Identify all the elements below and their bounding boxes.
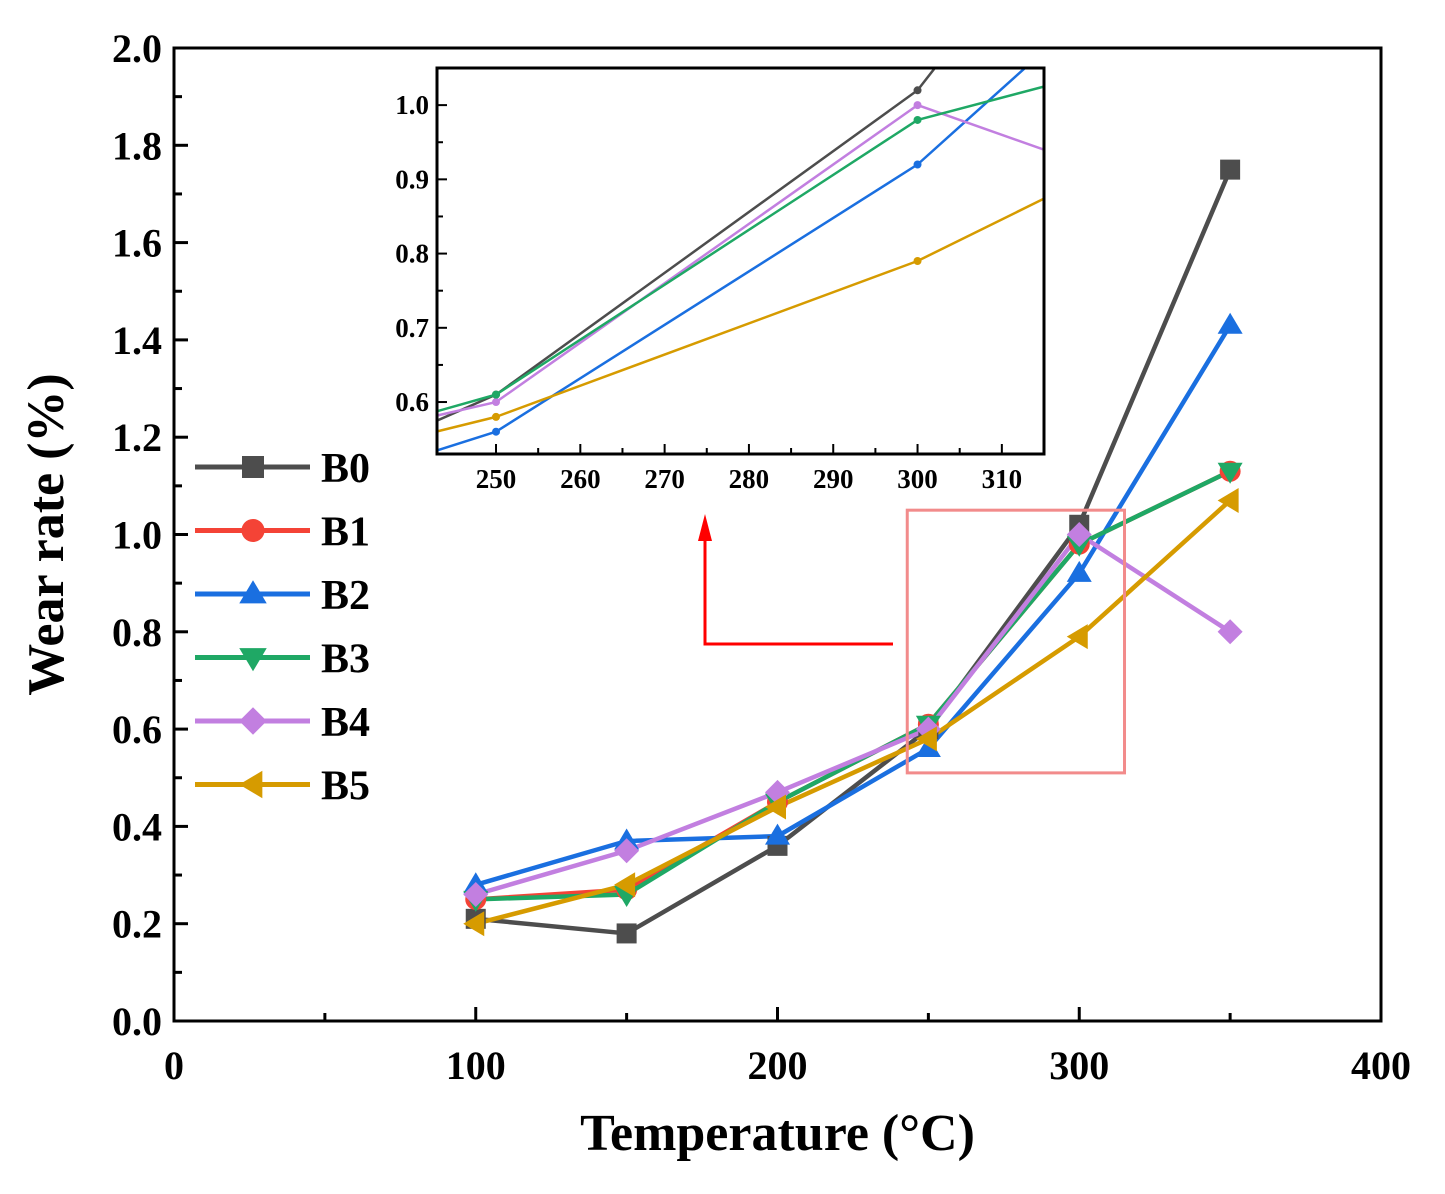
inset-point-B2-300: [913, 160, 922, 169]
inset-y-tick-label: 0.8: [395, 239, 429, 269]
point-B2-350: [1217, 312, 1243, 334]
x-tick-label: 100: [446, 1043, 506, 1088]
legend-label-B0: B0: [321, 446, 370, 492]
zoom-arrow-head: [698, 514, 712, 541]
point-B2-250: [915, 736, 941, 758]
inset-point-B5-300: [913, 257, 922, 265]
x-axis-title: Temperature (°C): [580, 1105, 975, 1162]
point-B0-150: [616, 923, 637, 944]
series-line-B4: [475, 532, 1232, 897]
inset-point-B0-300: [913, 86, 922, 95]
inset-line-B2: [437, 68, 1027, 452]
inset-x-tick-label: 250: [476, 464, 517, 494]
main-series-group: [463, 159, 1243, 944]
y-tick-label: 1.4: [112, 318, 162, 363]
legend-label-B2: B2: [321, 573, 370, 619]
point-B2-200: [765, 823, 790, 845]
legend-marker-B1: [241, 518, 265, 543]
inset-x-tick-label: 300: [897, 464, 938, 494]
y-tick-label: 1.6: [112, 221, 162, 266]
inset-x-tick-label: 310: [982, 464, 1023, 494]
y-axis-title: Wear rate (%): [18, 373, 75, 695]
legend-label-B5: B5: [321, 764, 370, 810]
inset-background: [437, 68, 1044, 454]
legend: B0 B1 B2 B3 B4 B5: [195, 446, 370, 810]
inset-point-B4-300: [913, 101, 922, 110]
point-B5-150: [614, 872, 636, 898]
inset-y-tick-label: 0.6: [395, 387, 429, 417]
inset-point-B5-250: [492, 412, 501, 421]
inset-y-tick-label: 0.9: [395, 164, 429, 194]
x-tick-label: 300: [1049, 1043, 1109, 1088]
inset-point-B3-300: [913, 115, 922, 124]
legend-marker-B4: [239, 707, 267, 735]
y-tick-label: 0.8: [112, 610, 162, 655]
point-B4-100: [463, 882, 489, 908]
y-tick-label: 2.0: [112, 26, 162, 71]
inset-series-group: [437, 68, 1044, 452]
series-line-B5: [475, 498, 1232, 926]
inset-plot: 250 260 270 280 290 300 310 0.6 0.7 0.8 0.9 1.0: [395, 66, 1046, 494]
legend-marker-B0: [242, 456, 264, 478]
inset-frame: [435, 66, 1046, 456]
y-tick-label: 1.2: [112, 415, 162, 460]
inset-x-tick-label: 290: [813, 464, 854, 494]
inset-x-tick-label: 270: [644, 464, 685, 494]
series-line-B3: [475, 469, 1232, 902]
point-B5-350: [1217, 487, 1239, 513]
inset-point-B4-250: [492, 398, 501, 407]
x-tick-label: 200: [748, 1043, 808, 1088]
point-B5-100: [463, 911, 485, 937]
main-plot: 0 100 200 300 400 0.0 0.2 0.4 0.6 0.8 1.0 1.2 1.4 1.6…: [18, 26, 1411, 1162]
y-tick-label: 0.2: [112, 902, 162, 947]
inset-line-B3: [437, 85, 1044, 413]
point-B2-300: [1066, 560, 1092, 582]
zoom-region-box: [905, 508, 1127, 775]
zoom-annotation: [698, 508, 1127, 775]
y-tick-label: 0.0: [112, 999, 162, 1044]
legend-label-B3: B3: [321, 637, 370, 683]
point-B4-150: [614, 838, 640, 864]
y-tick-label: 0.4: [112, 804, 162, 849]
point-B3-350: [1217, 462, 1243, 484]
y-tick-label: 0.6: [112, 707, 162, 752]
series-line-B0: [475, 168, 1233, 936]
series-line-B1: [475, 469, 1232, 902]
x-tick-label: 400: [1351, 1043, 1411, 1088]
inset-y-tick-label: 0.7: [395, 313, 429, 343]
inset-line-B4: [437, 103, 1044, 417]
inset-point-B3-250: [492, 390, 501, 399]
y-tick-label: 1.0: [112, 513, 162, 558]
zoom-arrow-line: [703, 540, 893, 646]
legend-label-B1: B1: [321, 510, 370, 556]
legend-marker-B5: [239, 770, 263, 799]
point-B4-350: [1217, 619, 1243, 645]
inset-point-B2-250: [492, 427, 501, 436]
point-B5-200: [765, 794, 786, 820]
point-B4-300: [1066, 522, 1092, 547]
inset-line-B0: [437, 68, 937, 422]
inset-y-tick-label: 1.0: [395, 90, 429, 120]
legend-marker-B3: [239, 648, 267, 672]
inset-x-tick-label: 280: [729, 464, 770, 494]
inset-line-B5: [437, 197, 1044, 433]
point-B0-350: [1220, 159, 1241, 180]
legend-marker-B2: [239, 580, 267, 604]
x-tick-label: 0: [164, 1043, 184, 1088]
point-B5-300: [1066, 624, 1088, 650]
legend-label-B4: B4: [321, 700, 370, 746]
y-tick-label: 1.8: [112, 123, 162, 168]
point-B5-250: [915, 726, 937, 752]
inset-x-tick-label: 260: [560, 464, 601, 494]
